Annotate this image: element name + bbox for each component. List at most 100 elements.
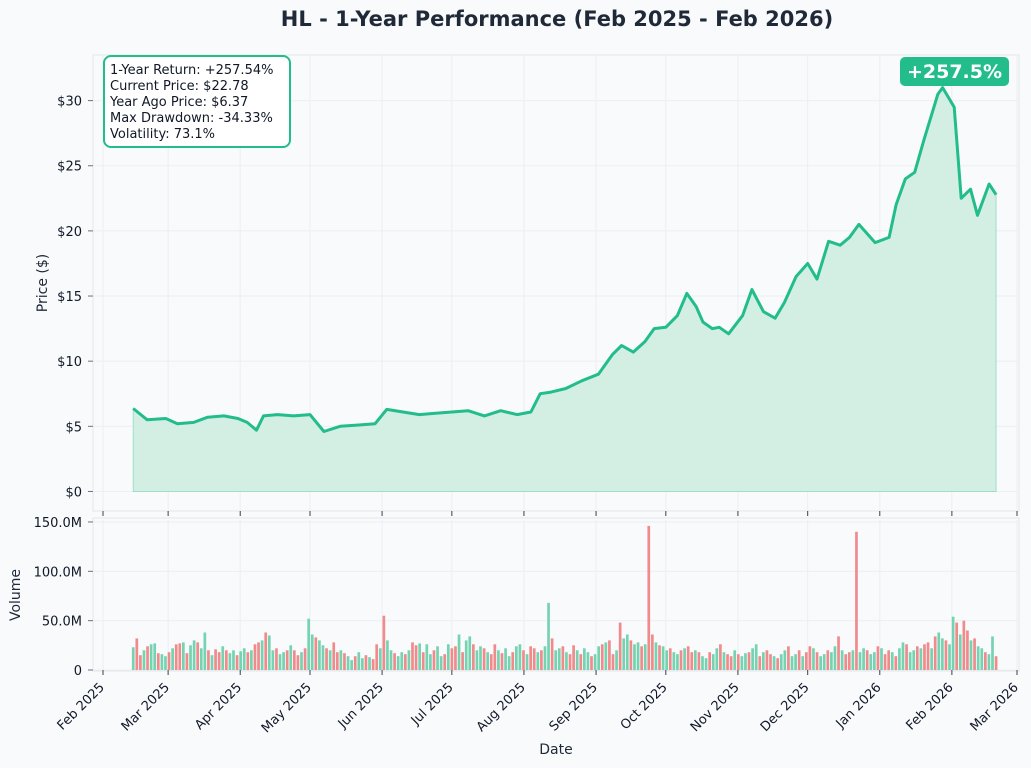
volume-bar	[425, 644, 429, 670]
volume-bar	[260, 640, 264, 670]
volume-bar	[658, 645, 661, 670]
volume-bar	[421, 652, 425, 670]
volume-bar	[719, 644, 722, 670]
volume-bar	[844, 654, 848, 670]
volume-bar	[321, 645, 325, 670]
chart-title: HL - 1-Year Performance (Feb 2025 - Feb …	[281, 7, 833, 31]
volume-bar	[250, 650, 253, 670]
volume-bar	[815, 652, 819, 670]
volume-bar	[518, 644, 522, 670]
volume-bar	[826, 650, 830, 670]
volume-bar	[267, 635, 271, 670]
volume-bar	[242, 648, 246, 670]
volume-bar	[973, 638, 976, 670]
price-panel: $0 $5 $10 $15 $20 $25 $30 Price ($) 1-Year Ret…	[35, 54, 1020, 512]
volume-bar	[529, 646, 532, 670]
price-y-tick-label: $25	[57, 160, 82, 175]
volume-bar	[636, 642, 640, 670]
volume-bar	[514, 646, 518, 670]
volume-bar	[797, 650, 801, 670]
volume-bar	[944, 640, 948, 670]
volume-bar	[353, 656, 357, 670]
volume-bar	[994, 656, 998, 670]
volume-bar	[679, 650, 683, 670]
volume-bar	[633, 644, 636, 670]
volume-bar	[991, 636, 994, 670]
volume-bar	[980, 648, 984, 670]
volume-bar	[550, 638, 554, 670]
volume-bar	[364, 655, 368, 670]
volume-bar	[948, 644, 951, 670]
price-y-tick-label: $15	[57, 290, 82, 305]
stats-return: 1-Year Return: +257.54%	[110, 63, 273, 78]
volume-bar	[930, 648, 933, 670]
volume-bar	[615, 650, 618, 670]
volume-bar	[482, 648, 486, 670]
volume-bar	[436, 646, 439, 670]
volume-bar	[862, 648, 865, 670]
volume-bar	[357, 652, 361, 670]
volume-bar	[676, 654, 679, 670]
volume-bar	[987, 654, 991, 670]
volume-bar	[593, 654, 597, 670]
volume-bar	[915, 646, 919, 670]
volume-bar	[901, 642, 905, 670]
volume-bar	[214, 649, 217, 670]
volume-y-tick-label: 0	[74, 664, 82, 679]
volume-bar	[196, 642, 200, 670]
volume-bar	[865, 650, 869, 670]
volume-bar	[787, 646, 790, 670]
volume-bar	[475, 650, 479, 670]
volume-bar	[153, 643, 157, 670]
volume-bar	[396, 656, 400, 670]
volume-bar	[217, 652, 221, 670]
volume-bar	[192, 640, 196, 670]
volume-bar	[203, 632, 207, 670]
volume-bar	[525, 654, 529, 670]
volume-bar	[185, 653, 189, 670]
stats-box-frame	[103, 55, 291, 148]
volume-bar	[873, 652, 876, 670]
volume-bar	[182, 642, 185, 670]
volume-bar	[289, 645, 293, 670]
volume-bar	[747, 652, 751, 670]
volume-bar	[536, 652, 540, 670]
volume-bar	[586, 652, 590, 670]
volume-bar	[765, 650, 769, 670]
volume-bar	[411, 642, 414, 670]
volume-bar	[207, 650, 210, 670]
volume-bar	[830, 652, 833, 670]
volume-bar	[300, 652, 303, 670]
stats-volatility: Volatility: 73.1%	[110, 127, 215, 142]
price-y-tick-label: $10	[57, 355, 82, 370]
volume-bar	[296, 655, 300, 670]
date-x-tick-label: Feb 2025	[55, 680, 108, 733]
volume-bar	[772, 656, 776, 670]
volume-bar	[325, 648, 328, 670]
volume-bar	[314, 637, 318, 670]
volume-bar	[497, 650, 500, 670]
volume-y-tick-label: 50.0M	[42, 615, 82, 630]
volume-bar	[858, 652, 862, 670]
volume-bar	[744, 653, 747, 670]
return-badge-label: +257.5%	[907, 61, 1002, 83]
volume-bar	[257, 642, 260, 670]
volume-bar	[443, 654, 447, 670]
volume-bar	[751, 648, 754, 670]
stats-box: 1-Year Return: +257.54% Current Price: $…	[103, 55, 291, 148]
volume-bar	[855, 531, 858, 670]
volume-bar	[167, 652, 171, 670]
volume-bar	[335, 652, 339, 670]
volume-bar	[303, 648, 307, 670]
volume-bar	[812, 648, 815, 670]
volume-bar	[629, 640, 633, 670]
volume-bar	[733, 650, 737, 670]
date-x-tick-label: Jan 2026	[833, 680, 885, 732]
volume-bar	[139, 655, 142, 670]
volume-bar	[837, 636, 840, 670]
volume-bar	[554, 650, 558, 670]
date-x-tick-label: Feb 2026	[904, 680, 957, 733]
volume-bar	[951, 616, 955, 670]
volume-bar	[575, 650, 579, 670]
stats-max-drawdown: Max Drawdown: -34.33%	[110, 111, 273, 126]
